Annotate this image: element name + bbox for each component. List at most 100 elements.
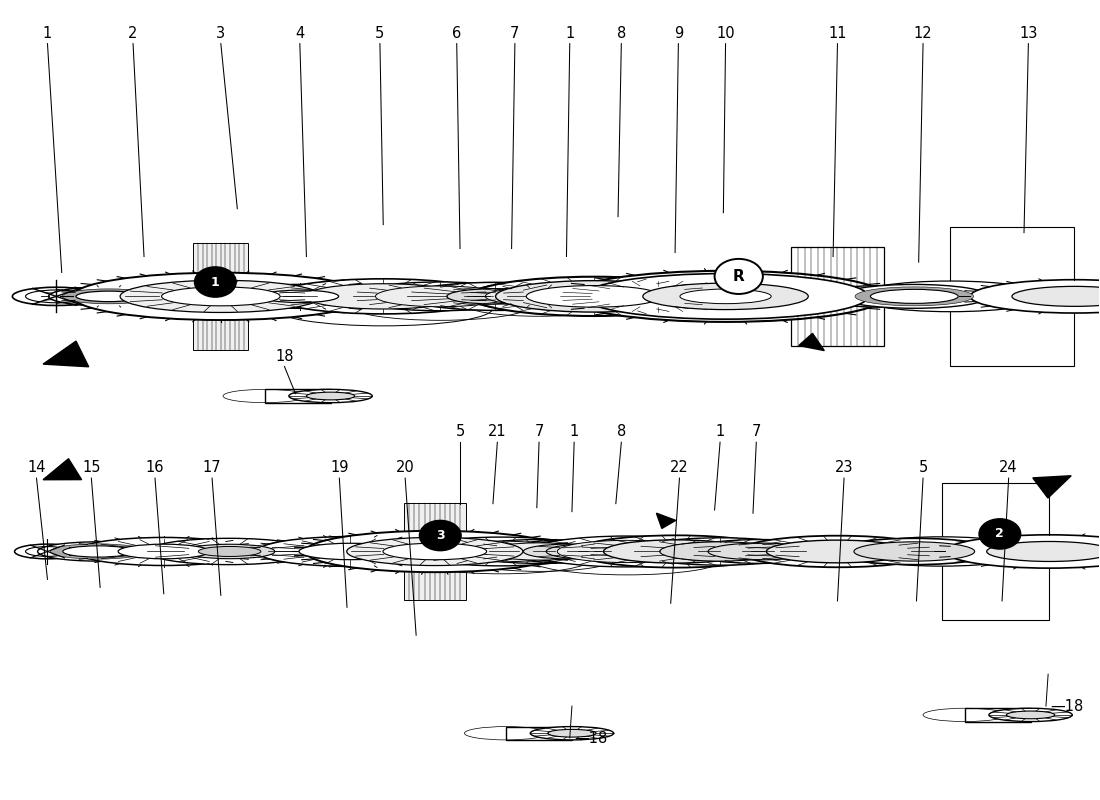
Ellipse shape bbox=[686, 539, 835, 563]
Bar bbox=[950, 226, 1075, 366]
Ellipse shape bbox=[419, 520, 461, 550]
Ellipse shape bbox=[63, 546, 133, 557]
Ellipse shape bbox=[739, 536, 936, 567]
Polygon shape bbox=[43, 341, 89, 366]
Ellipse shape bbox=[485, 288, 593, 305]
Ellipse shape bbox=[195, 267, 236, 297]
Ellipse shape bbox=[120, 280, 321, 313]
Ellipse shape bbox=[305, 284, 462, 309]
Text: 12: 12 bbox=[914, 26, 933, 41]
Text: —18: —18 bbox=[1050, 698, 1084, 714]
Ellipse shape bbox=[76, 291, 142, 302]
Ellipse shape bbox=[524, 544, 616, 559]
Bar bbox=[265, 390, 331, 402]
Text: 18: 18 bbox=[275, 349, 294, 364]
Ellipse shape bbox=[635, 538, 805, 565]
Ellipse shape bbox=[51, 544, 145, 559]
Ellipse shape bbox=[37, 542, 158, 561]
Text: 5: 5 bbox=[375, 26, 385, 41]
Ellipse shape bbox=[557, 280, 759, 313]
Ellipse shape bbox=[970, 280, 1100, 313]
Ellipse shape bbox=[604, 540, 749, 563]
Ellipse shape bbox=[583, 274, 868, 319]
Ellipse shape bbox=[708, 543, 813, 560]
Ellipse shape bbox=[274, 279, 493, 314]
Ellipse shape bbox=[850, 537, 1033, 566]
Ellipse shape bbox=[299, 543, 402, 560]
Ellipse shape bbox=[257, 537, 443, 566]
Ellipse shape bbox=[660, 542, 780, 561]
Ellipse shape bbox=[815, 286, 952, 307]
Ellipse shape bbox=[1012, 286, 1100, 306]
Text: 14: 14 bbox=[28, 460, 46, 475]
Ellipse shape bbox=[855, 281, 1046, 312]
Ellipse shape bbox=[526, 286, 661, 307]
Ellipse shape bbox=[548, 730, 596, 737]
Bar bbox=[942, 483, 1049, 620]
Ellipse shape bbox=[407, 282, 583, 310]
Text: 13: 13 bbox=[1020, 26, 1037, 41]
Ellipse shape bbox=[464, 285, 614, 308]
Text: 22: 22 bbox=[670, 460, 689, 475]
Text: 21: 21 bbox=[488, 424, 507, 439]
Ellipse shape bbox=[410, 537, 591, 566]
Ellipse shape bbox=[945, 535, 1100, 568]
Ellipse shape bbox=[642, 283, 808, 310]
Ellipse shape bbox=[530, 536, 724, 567]
Ellipse shape bbox=[63, 289, 155, 304]
Ellipse shape bbox=[979, 518, 1021, 549]
Ellipse shape bbox=[375, 286, 505, 306]
Ellipse shape bbox=[855, 287, 974, 306]
Text: 3: 3 bbox=[436, 529, 444, 542]
Text: 9: 9 bbox=[673, 26, 683, 41]
Text: 1: 1 bbox=[43, 26, 52, 41]
Bar bbox=[506, 726, 572, 740]
Text: 5: 5 bbox=[918, 460, 927, 475]
Ellipse shape bbox=[485, 543, 593, 560]
Ellipse shape bbox=[350, 282, 530, 310]
Ellipse shape bbox=[680, 289, 771, 304]
Ellipse shape bbox=[118, 544, 209, 558]
Text: 24: 24 bbox=[999, 460, 1018, 475]
Ellipse shape bbox=[162, 287, 280, 306]
Text: —18: —18 bbox=[574, 730, 607, 746]
Text: 11: 11 bbox=[828, 26, 847, 41]
Text: 20: 20 bbox=[396, 460, 415, 475]
Ellipse shape bbox=[592, 286, 723, 307]
Ellipse shape bbox=[870, 290, 958, 303]
Bar bbox=[791, 247, 883, 346]
Ellipse shape bbox=[147, 538, 312, 565]
Ellipse shape bbox=[547, 543, 646, 559]
Text: 15: 15 bbox=[82, 460, 100, 475]
Ellipse shape bbox=[198, 546, 261, 557]
Text: 7: 7 bbox=[751, 424, 761, 439]
Text: 10: 10 bbox=[716, 26, 735, 41]
Text: 23: 23 bbox=[835, 460, 854, 475]
Ellipse shape bbox=[989, 708, 1072, 722]
Ellipse shape bbox=[306, 530, 564, 572]
Text: 5: 5 bbox=[455, 424, 464, 439]
Text: 8: 8 bbox=[617, 26, 626, 41]
Ellipse shape bbox=[12, 287, 100, 306]
Ellipse shape bbox=[48, 286, 169, 306]
Ellipse shape bbox=[565, 271, 886, 322]
Ellipse shape bbox=[76, 538, 252, 566]
Ellipse shape bbox=[575, 535, 777, 568]
Text: 2: 2 bbox=[996, 527, 1004, 541]
Ellipse shape bbox=[530, 726, 614, 740]
Polygon shape bbox=[1033, 476, 1071, 498]
Ellipse shape bbox=[715, 259, 763, 294]
Text: R: R bbox=[733, 269, 745, 284]
Ellipse shape bbox=[496, 281, 692, 312]
Text: 4: 4 bbox=[295, 26, 305, 41]
Text: 17: 17 bbox=[202, 460, 221, 475]
Ellipse shape bbox=[464, 539, 614, 563]
Ellipse shape bbox=[519, 539, 673, 564]
Text: 3: 3 bbox=[217, 26, 226, 41]
Ellipse shape bbox=[832, 538, 997, 565]
Ellipse shape bbox=[226, 285, 374, 308]
Text: 19: 19 bbox=[330, 460, 349, 475]
Text: 1: 1 bbox=[715, 424, 725, 439]
Ellipse shape bbox=[471, 277, 717, 316]
Ellipse shape bbox=[73, 273, 369, 320]
